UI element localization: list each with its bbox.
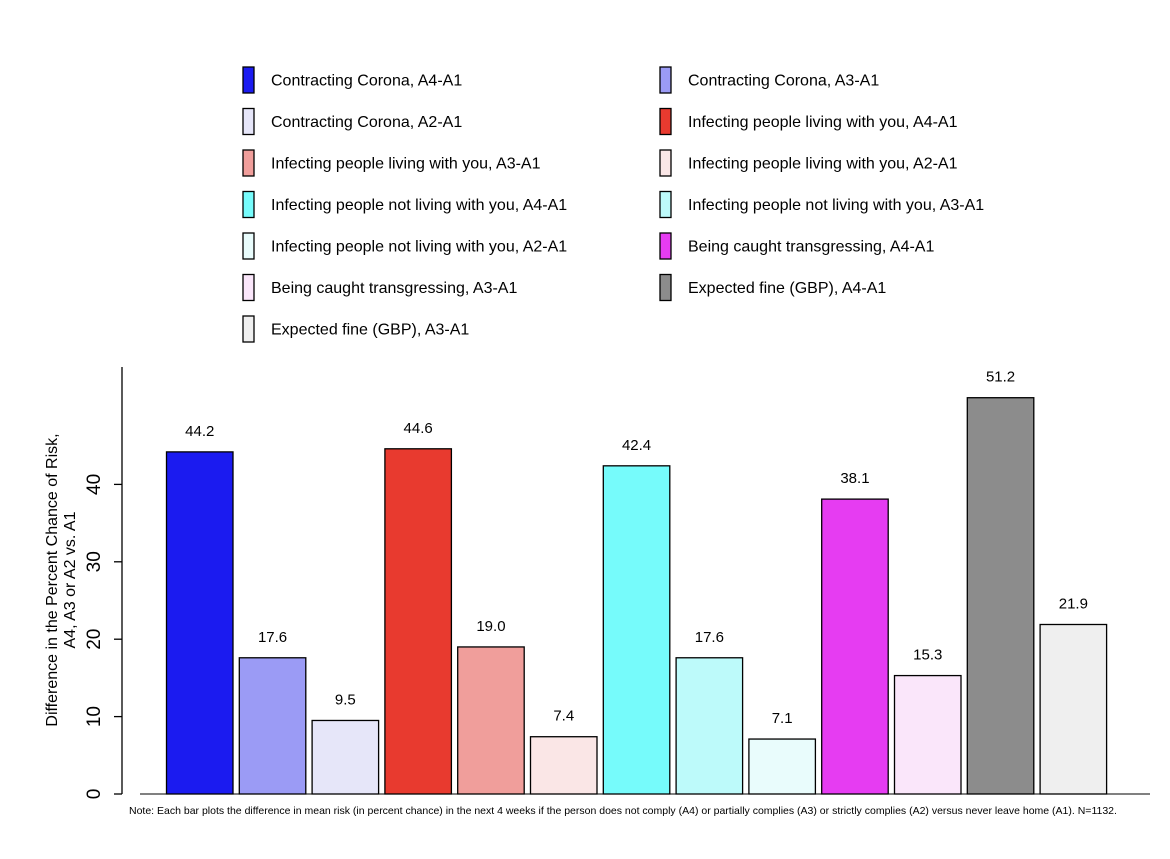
legend-label: Contracting Corona, A2-A1 bbox=[271, 114, 462, 131]
legend-swatch bbox=[659, 107, 672, 136]
legend-label: Infecting people living with you, A2-A1 bbox=[688, 156, 958, 173]
bar bbox=[165, 451, 234, 795]
legend-label: Infecting people not living with you, A3… bbox=[688, 197, 984, 214]
legend-label: Infecting people not living with you, A2… bbox=[271, 239, 567, 256]
bar bbox=[384, 448, 453, 795]
legend-label: Being caught transgressing, A4-A1 bbox=[688, 239, 934, 256]
bar-value-label: 17.6 bbox=[695, 629, 724, 646]
legend-label: Infecting people not living with you, A4… bbox=[271, 197, 567, 214]
legend-label: Being caught transgressing, A3-A1 bbox=[271, 280, 517, 297]
legend-label: Contracting Corona, A3-A1 bbox=[688, 73, 879, 90]
bar bbox=[311, 719, 380, 795]
bar-value-label: 15.3 bbox=[913, 647, 942, 664]
y-tick-label: 10 bbox=[84, 706, 105, 727]
bar-value-label: 7.4 bbox=[553, 708, 574, 725]
bar-value-label: 7.1 bbox=[772, 710, 793, 727]
legend-swatch bbox=[242, 149, 255, 177]
bar bbox=[821, 498, 889, 795]
bars: 44.2 17.6 9.5 44.6 19.0 7.4 42.4 17.6 7.1 38.1 15.… bbox=[140, 369, 1150, 795]
bar-value-label: 17.6 bbox=[258, 629, 287, 646]
y-axis-title-line2: A4, A3 or A2 vs. A1 bbox=[62, 511, 79, 648]
legend-swatch bbox=[659, 190, 672, 219]
bar-value-label: 38.1 bbox=[840, 470, 869, 487]
legend-swatch bbox=[242, 66, 255, 94]
legend-swatch bbox=[242, 315, 255, 343]
bar-value-label: 19.0 bbox=[476, 618, 505, 635]
bar bbox=[966, 397, 1035, 795]
legend-swatch bbox=[242, 273, 255, 302]
bar bbox=[748, 738, 817, 795]
bar bbox=[602, 465, 671, 795]
legend-swatch bbox=[242, 232, 255, 260]
y-tick-label: 20 bbox=[84, 629, 105, 650]
bar-value-label: 9.5 bbox=[335, 691, 356, 708]
bar bbox=[675, 657, 744, 795]
legend-swatch bbox=[242, 107, 255, 136]
y-axis-title-line1: Difference in the Percent Chance of Risk… bbox=[44, 433, 61, 726]
bar bbox=[893, 674, 962, 795]
bar bbox=[529, 736, 598, 795]
bar bbox=[1039, 623, 1108, 795]
legend-label: Expected fine (GBP), A3-A1 bbox=[271, 322, 469, 339]
legend-swatch bbox=[659, 232, 672, 260]
bar bbox=[457, 646, 525, 795]
y-axis: 0 10 20 30 40 Difference in the Percent Chanc… bbox=[44, 367, 123, 800]
legend-swatch bbox=[242, 190, 255, 219]
bar bbox=[238, 657, 307, 795]
chart-note: Note: Each bar plots the difference in m… bbox=[129, 805, 1117, 817]
legend-swatch bbox=[659, 66, 672, 94]
legend-swatch bbox=[659, 149, 672, 177]
y-tick-label: 0 bbox=[84, 789, 105, 800]
legend-label: Contracting Corona, A4-A1 bbox=[271, 73, 462, 90]
bar-value-label: 42.4 bbox=[622, 437, 651, 454]
legend: Contracting Corona, A4-A1 Contracting Cor… bbox=[242, 66, 984, 343]
bar-value-label: 44.6 bbox=[404, 420, 433, 437]
legend-label: Expected fine (GBP), A4-A1 bbox=[688, 280, 886, 297]
legend-label: Infecting people living with you, A3-A1 bbox=[271, 156, 541, 173]
bar-value-label: 21.9 bbox=[1059, 595, 1088, 612]
y-tick-label: 30 bbox=[84, 551, 105, 572]
bar-value-label: 44.2 bbox=[185, 423, 214, 440]
y-tick-label: 40 bbox=[84, 474, 105, 495]
legend-label: Infecting people living with you, A4-A1 bbox=[688, 114, 958, 131]
bar-value-label: 51.2 bbox=[986, 369, 1015, 386]
legend-swatch bbox=[659, 273, 672, 302]
